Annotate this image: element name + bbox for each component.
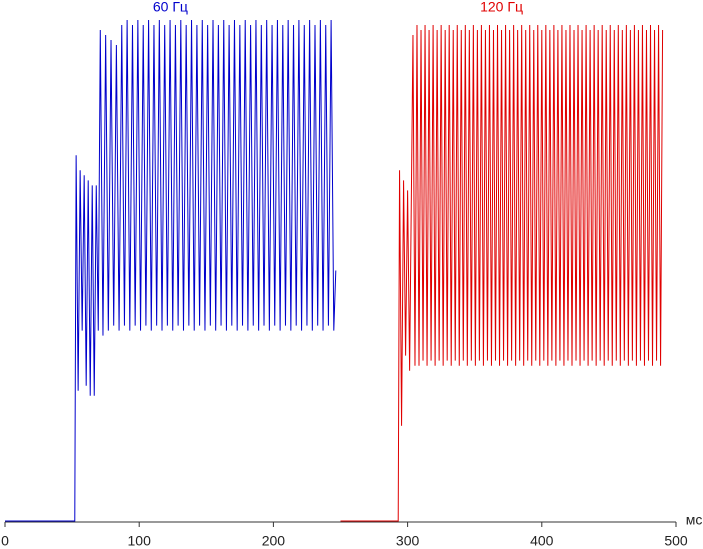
series-line [5,19,337,522]
x-tick-label: 500 [664,533,688,549]
series-label: 120 Гц [480,0,523,15]
x-tick-label: 400 [530,533,554,549]
x-tick-label: 100 [128,533,152,549]
x-tick-label: 200 [262,533,286,549]
x-tick-label: 0 [1,533,9,549]
series-line [340,25,664,522]
x-axis-label: мс [686,512,703,528]
series-label: 60 Гц [153,0,188,15]
x-tick-label: 300 [396,533,420,549]
